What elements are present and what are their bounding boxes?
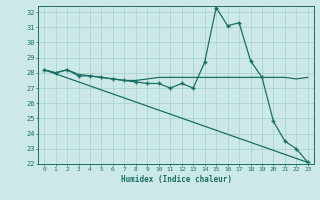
X-axis label: Humidex (Indice chaleur): Humidex (Indice chaleur): [121, 175, 231, 184]
